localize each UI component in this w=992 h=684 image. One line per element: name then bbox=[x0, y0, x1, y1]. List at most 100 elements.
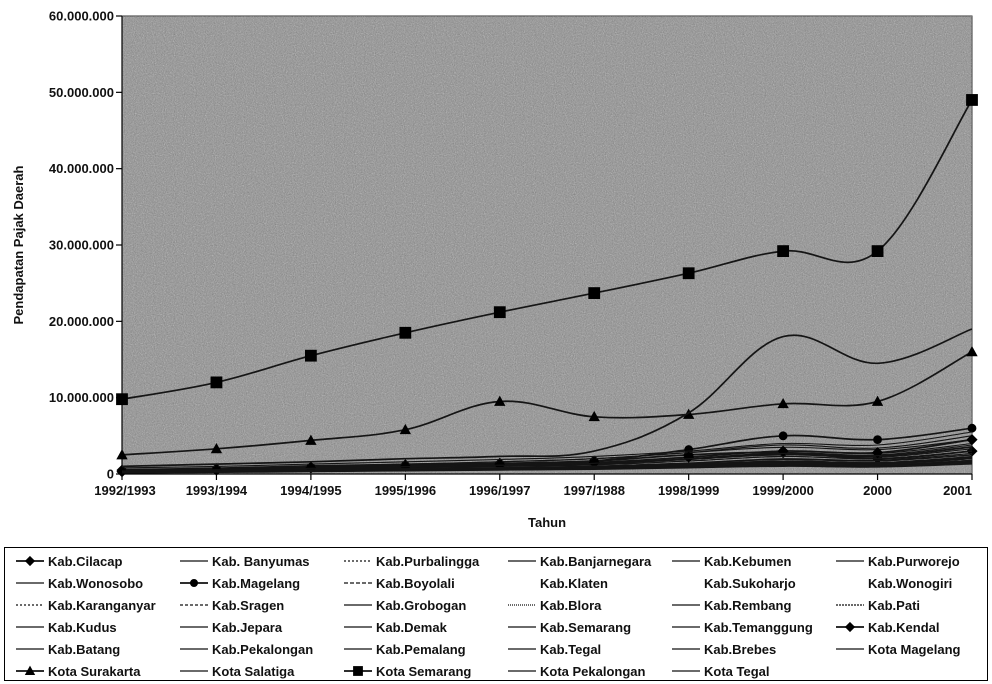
legend-swatch bbox=[508, 670, 536, 672]
legend-label: Kab.Klaten bbox=[540, 575, 608, 591]
legend-label: Kota Magelang bbox=[868, 641, 961, 657]
series-line-kab-semarang bbox=[121, 431, 973, 469]
series-line-kota-semarang bbox=[121, 99, 973, 401]
legend-item-kab-banjarnegara: Kab.Banjarnegara bbox=[507, 550, 651, 572]
line-chart: 0 10.000.000 20.000.000 30.000.000 40.000.00… bbox=[11, 9, 978, 530]
data-point-kota-surakarta bbox=[116, 449, 128, 460]
legend-item-kota-salatiga: Kota Salatiga bbox=[179, 660, 294, 682]
data-point-kota-surakarta bbox=[871, 395, 884, 406]
data-point-kota-semarang bbox=[777, 245, 790, 258]
legend-item-kota-tegal: Kota Tegal bbox=[671, 660, 770, 682]
legend-item-kab-banyumas: Kab. Banyumas bbox=[179, 550, 310, 572]
legend-marker bbox=[844, 621, 856, 633]
legend-label: Kab.Blora bbox=[540, 597, 602, 613]
legend-item-kab-rembang: Kab.Rembang bbox=[671, 594, 791, 616]
legend-swatch bbox=[344, 648, 372, 650]
legend-marker bbox=[189, 579, 198, 587]
legend-swatch bbox=[344, 582, 372, 584]
legend-swatch bbox=[507, 576, 537, 590]
legend-swatch bbox=[344, 626, 372, 628]
data-point-kota-surakarta bbox=[966, 346, 978, 357]
legend-item-kota-surakarta: Kota Surakarta bbox=[15, 660, 140, 682]
legend-swatch bbox=[16, 626, 44, 628]
legend-marker bbox=[24, 665, 36, 676]
legend-label: Kab.Jepara bbox=[212, 619, 283, 635]
legend-label: Kota Surakarta bbox=[48, 663, 141, 679]
legend-label: Kab.Pemalang bbox=[376, 641, 466, 657]
legend-swatch bbox=[344, 560, 372, 562]
legend-label: Kab.Purworejo bbox=[868, 553, 960, 569]
legend-swatch bbox=[672, 626, 700, 628]
legend-label: Kab.Kendal bbox=[868, 619, 940, 635]
legend-swatch bbox=[508, 648, 536, 650]
legend-label: Kab.Demak bbox=[376, 619, 447, 635]
x-tick-label: 1996/1997 bbox=[469, 483, 530, 498]
legend-label: Kab.Brebes bbox=[704, 641, 777, 657]
data-point-kab-kendal bbox=[683, 451, 695, 463]
legend-item-kota-magelang: Kota Magelang bbox=[835, 638, 960, 660]
data-point-kota-semarang bbox=[399, 326, 412, 339]
series-line-kota-pekalongan bbox=[121, 328, 973, 468]
legend-swatch bbox=[180, 560, 208, 562]
legend-swatch bbox=[180, 648, 208, 650]
legend-label: Kab.Batang bbox=[48, 641, 121, 657]
y-tick-label: 60.000.000 bbox=[49, 9, 114, 24]
x-tick-label: 1997/1988 bbox=[563, 483, 624, 498]
y-tick-label: 20.000.000 bbox=[49, 314, 114, 329]
legend-item-kab-jepara: Kab.Jepara bbox=[179, 616, 282, 638]
legend-item-kab-pemalang: Kab.Pemalang bbox=[343, 638, 466, 660]
legend-label: Kab.Boyolali bbox=[376, 575, 455, 591]
x-tick-label: 1998/1999 bbox=[658, 483, 719, 498]
y-tick-label: 50.000.000 bbox=[49, 85, 114, 100]
legend-label: Kab.Magelang bbox=[212, 575, 301, 591]
data-point-kab-kendal bbox=[966, 434, 978, 446]
legend-swatch bbox=[672, 670, 700, 672]
data-point-kota-surakarta bbox=[588, 410, 600, 422]
legend-item-kab-karanganyar: Kab.Karanganyar bbox=[15, 594, 156, 616]
legend-label: Kab.Wonogiri bbox=[868, 575, 953, 591]
legend-label: Kab.Banjarnegara bbox=[540, 553, 652, 569]
y-axis-label: Pendapatan Pajak Daerah bbox=[11, 165, 26, 324]
legend-swatch bbox=[672, 560, 700, 562]
legend-item-kab-magelang: Kab.Magelang bbox=[179, 572, 300, 594]
legend-label: Kab.Kebumen bbox=[704, 553, 792, 569]
series-kota-salatiga bbox=[121, 462, 973, 474]
legend-label: Kota Semarang bbox=[376, 663, 472, 679]
data-point-kota-semarang bbox=[116, 393, 128, 406]
legend-item-kab-purbalingga: Kab.Purbalingga bbox=[343, 550, 479, 572]
data-point-kota-surakarta bbox=[305, 434, 317, 445]
x-tick-label: 1993/1994 bbox=[186, 483, 248, 498]
data-point-kota-surakarta bbox=[777, 397, 789, 409]
legend-label: Kab.Temanggung bbox=[704, 619, 813, 635]
legend-item-kab-boyolali: Kab.Boyolali bbox=[343, 572, 455, 594]
legend-swatch bbox=[180, 626, 208, 628]
legend-item-kab-pekalongan: Kab.Pekalongan bbox=[179, 638, 313, 660]
data-point-kota-semarang bbox=[682, 267, 695, 280]
series-kota-tegal bbox=[121, 445, 973, 472]
legend-swatch bbox=[16, 648, 44, 650]
x-axis-label: Tahun bbox=[528, 515, 566, 530]
legend-label: Kab.Kudus bbox=[48, 619, 117, 635]
legend-swatch bbox=[671, 576, 701, 590]
legend-label: Kab.Rembang bbox=[704, 597, 792, 613]
y-axis-ticks: 0 10.000.000 20.000.000 30.000.000 40.000.00… bbox=[49, 9, 122, 482]
data-point-kota-semarang bbox=[588, 287, 601, 299]
legend-item-kab-semarang: Kab.Semarang bbox=[507, 616, 631, 638]
legend-swatch bbox=[835, 576, 865, 590]
series-kota-pekalongan bbox=[121, 328, 973, 468]
legend-item-kab-batang: Kab.Batang bbox=[15, 638, 120, 660]
legend-label: Kota Tegal bbox=[704, 663, 770, 679]
legend-label: Kab.Tegal bbox=[540, 641, 602, 657]
legend-label: Kab. Banyumas bbox=[212, 553, 310, 569]
y-tick-label: 0 bbox=[107, 467, 114, 482]
legend-item-kab-cilacap: Kab.Cilacap bbox=[15, 550, 122, 572]
data-point-kota-surakarta bbox=[210, 442, 223, 454]
legend-item-kab-kendal: Kab.Kendal bbox=[835, 616, 940, 638]
y-tick-label: 40.000.000 bbox=[49, 161, 114, 176]
legend-item-kab-wonosobo: Kab.Wonosobo bbox=[15, 572, 143, 594]
legend-label: Kab.Grobogan bbox=[376, 597, 467, 613]
legend-swatch bbox=[836, 604, 864, 606]
data-point-kab-magelang bbox=[873, 435, 882, 445]
legend-item-kab-purworejo: Kab.Purworejo bbox=[835, 550, 960, 572]
series-line-kab-kudus bbox=[121, 435, 973, 471]
